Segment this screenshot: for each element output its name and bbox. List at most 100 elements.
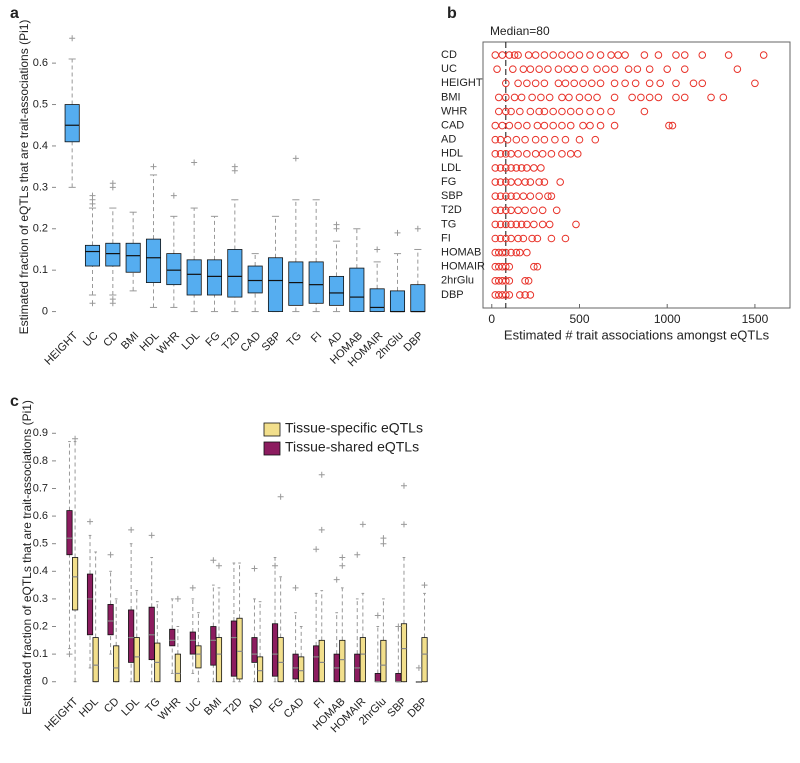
outlier <box>374 246 381 253</box>
point <box>575 93 584 102</box>
point <box>502 150 510 158</box>
point <box>516 107 524 116</box>
point <box>535 107 543 116</box>
outlier <box>89 300 96 307</box>
outlier <box>292 155 299 162</box>
outlier <box>107 551 114 558</box>
point <box>526 178 535 186</box>
point <box>565 93 573 102</box>
point <box>517 164 526 172</box>
point <box>540 107 549 116</box>
point <box>561 234 570 243</box>
point <box>751 79 759 88</box>
point <box>561 79 570 88</box>
point <box>665 121 673 130</box>
point <box>507 192 515 200</box>
point <box>554 65 563 73</box>
y-tick-label: 0.5 <box>33 98 48 110</box>
box <box>318 639 325 683</box>
point <box>496 178 505 186</box>
box <box>339 639 346 683</box>
box <box>292 653 299 680</box>
point <box>624 65 633 73</box>
point <box>602 65 610 73</box>
point <box>496 150 505 158</box>
point <box>549 51 557 59</box>
box <box>308 261 324 304</box>
point <box>516 291 524 299</box>
point <box>547 234 556 243</box>
point <box>496 164 505 172</box>
legend-swatch <box>263 441 281 456</box>
point <box>580 65 589 73</box>
point <box>528 234 536 243</box>
point <box>498 121 507 130</box>
x-tick-label: 0 <box>488 312 495 326</box>
point <box>502 248 510 257</box>
point <box>526 192 535 200</box>
point <box>514 234 522 243</box>
point <box>507 220 515 229</box>
x-tick-label: T2D <box>220 330 243 353</box>
point <box>549 121 557 130</box>
point <box>759 51 768 59</box>
box <box>389 290 406 312</box>
point <box>586 51 594 59</box>
point <box>554 79 563 88</box>
point <box>526 291 535 299</box>
point <box>521 277 529 285</box>
point <box>593 65 601 73</box>
point <box>502 192 510 200</box>
outlier <box>251 565 258 572</box>
point <box>680 93 689 102</box>
point <box>502 277 510 285</box>
y-tick-label: 0.8 <box>33 455 48 467</box>
y-tick-label: 0.2 <box>33 620 48 632</box>
point <box>570 79 579 88</box>
box <box>125 242 141 273</box>
point <box>505 262 514 271</box>
outlier <box>292 584 299 591</box>
x-tick-label: 1500 <box>742 312 769 326</box>
point <box>558 93 566 102</box>
point <box>561 135 570 144</box>
point <box>672 79 680 88</box>
outlier <box>72 435 79 442</box>
point <box>614 51 622 59</box>
y-tick-label: UC <box>441 63 457 75</box>
point <box>586 121 594 130</box>
y-tick-label: 0.6 <box>33 510 48 522</box>
box <box>174 653 181 683</box>
point <box>587 79 596 88</box>
point <box>575 107 584 116</box>
point <box>680 65 689 73</box>
point <box>540 79 549 88</box>
outlier <box>400 482 407 489</box>
box <box>145 238 162 283</box>
point <box>593 93 601 102</box>
point <box>628 93 636 102</box>
box <box>277 637 284 683</box>
outlier <box>69 35 76 42</box>
y-tick-label: FI <box>441 232 451 244</box>
point <box>645 93 654 102</box>
box <box>66 510 73 556</box>
x-tick-label: SBP <box>260 330 284 354</box>
point <box>491 121 500 130</box>
x-tick-label: UC <box>184 696 204 716</box>
box <box>380 639 387 683</box>
legend-label: Tissue-specific eQTLs <box>285 420 423 436</box>
outlier <box>277 493 284 500</box>
point <box>563 65 572 73</box>
point <box>637 93 645 102</box>
point <box>544 65 552 73</box>
y-axis-label: Estimated fraction of eQTLs that are tra… <box>17 20 31 335</box>
x-tick-label: CD <box>102 696 122 716</box>
point <box>607 107 615 116</box>
point <box>502 178 510 186</box>
point <box>514 206 522 215</box>
point <box>566 107 575 116</box>
box <box>359 637 366 683</box>
outlier <box>66 651 73 658</box>
